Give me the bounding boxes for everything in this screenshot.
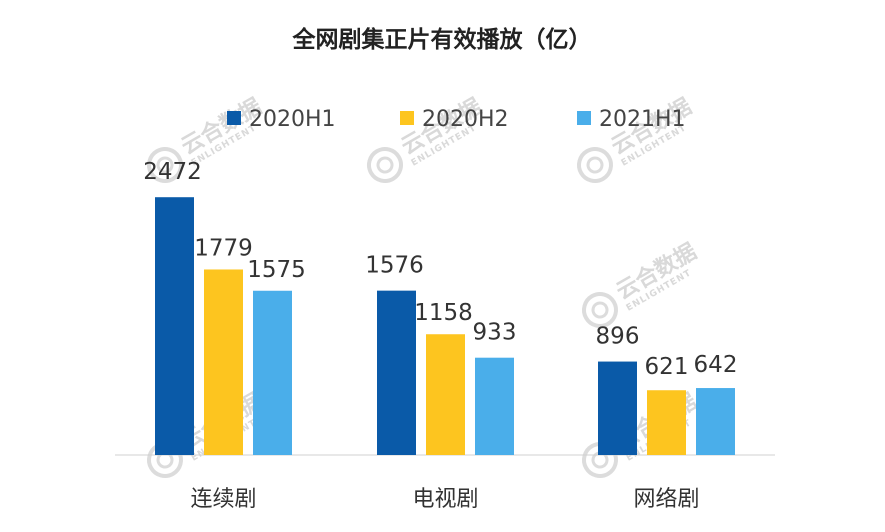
watermark-logo-inner [591, 451, 609, 469]
bar-连续剧-2020H1 [155, 197, 194, 455]
legend-swatch-2020H1 [227, 111, 241, 125]
bar-网络剧-2020H2 [647, 390, 686, 455]
data-label-连续剧-2021H1: 1575 [247, 257, 306, 283]
data-label-电视剧-2020H2: 1158 [414, 300, 473, 326]
watermark-logo-inner [376, 156, 394, 174]
bar-电视剧-2020H1 [377, 290, 416, 455]
category-label-连续剧: 连续剧 [190, 487, 256, 512]
bar-电视剧-2020H2 [426, 334, 465, 455]
bar-连续剧-2021H1 [253, 290, 292, 455]
data-label-电视剧-2020H1: 1576 [365, 253, 424, 279]
chart-title: 全网剧集正片有效播放（亿） [292, 26, 592, 53]
legend-label-2021H1: 2021H1 [599, 107, 686, 132]
data-label-网络剧-2020H2: 621 [645, 354, 689, 380]
watermark-logo-icon [367, 147, 403, 183]
watermark-logo-icon [147, 147, 183, 183]
watermark-logo-inner [586, 156, 604, 174]
data-label-电视剧-2021H1: 933 [473, 320, 517, 346]
bar-电视剧-2021H1 [475, 357, 514, 455]
watermark-logo-icon [577, 147, 613, 183]
category-labels-layer: 连续剧 电视剧 网络剧 [190, 487, 699, 512]
data-label-连续剧-2020H1: 2472 [143, 159, 202, 185]
category-label-网络剧: 网络剧 [633, 487, 699, 512]
watermark-logo-icon [582, 292, 618, 328]
bar-网络剧-2021H1 [696, 388, 735, 455]
legend-label-2020H2: 2020H2 [422, 107, 509, 132]
data-label-网络剧-2021H1: 642 [694, 352, 738, 378]
category-label-电视剧: 电视剧 [412, 487, 478, 512]
legend-swatch-2020H2 [400, 111, 414, 125]
bar-网络剧-2020H1 [598, 361, 637, 455]
bars-layer [155, 197, 735, 455]
data-label-网络剧-2020H1: 896 [596, 324, 640, 350]
legend-label-2020H1: 2020H1 [249, 107, 336, 132]
data-label-连续剧-2020H2: 1779 [194, 235, 253, 261]
legend-swatch-2021H1 [577, 111, 591, 125]
legend: 2020H1 2020H2 2021H1 [227, 107, 686, 132]
watermark-logo-inner [591, 301, 609, 319]
bar-连续剧-2020H2 [204, 269, 243, 455]
watermark-logo-inner [156, 156, 174, 174]
